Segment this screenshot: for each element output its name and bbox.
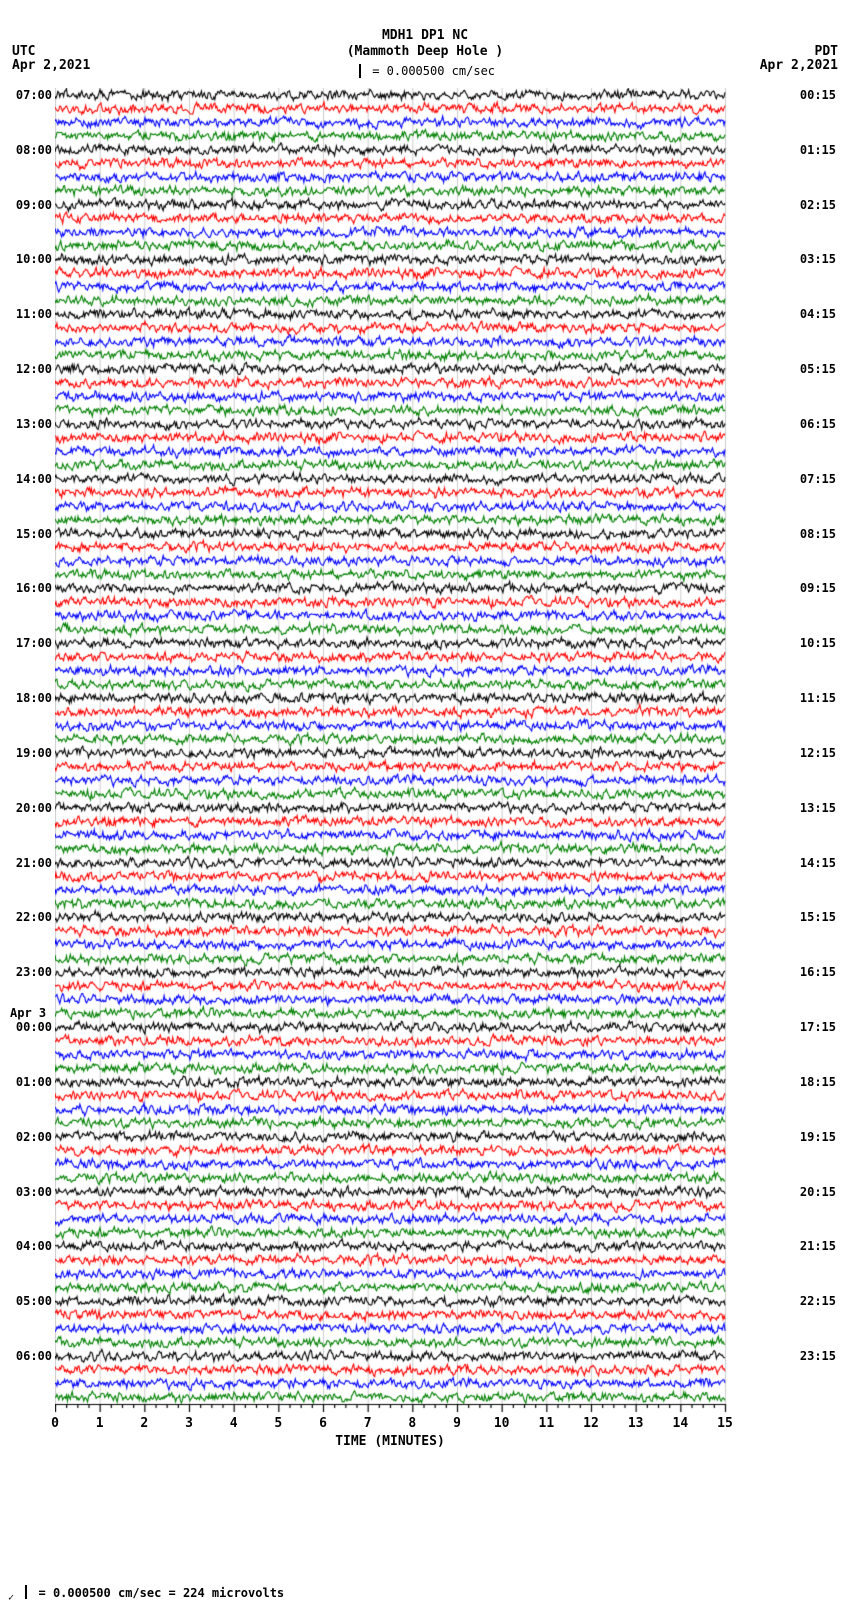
local-time-label: 17:15 <box>800 1020 836 1034</box>
footer-text: = 0.000500 cm/sec = 224 microvolts <box>39 1586 285 1600</box>
utc-time-label: 23:00 <box>8 965 52 979</box>
utc-time-label: 13:00 <box>8 417 52 431</box>
utc-time-label: 22:00 <box>8 910 52 924</box>
utc-time-label: 18:00 <box>8 691 52 705</box>
scale-bar-icon <box>25 1585 27 1599</box>
utc-time-label: 12:00 <box>8 362 52 376</box>
x-tick-label: 9 <box>453 1416 461 1431</box>
scale-indicator: = 0.000500 cm/sec <box>0 64 850 79</box>
local-time-label: 06:15 <box>800 417 836 431</box>
scale-text: = 0.000500 cm/sec <box>372 64 495 78</box>
x-tick-label: 0 <box>51 1416 59 1431</box>
local-time-label: 00:15 <box>800 88 836 102</box>
utc-time-label: 00:00 <box>8 1020 52 1034</box>
local-time-label: 22:15 <box>800 1294 836 1308</box>
local-time-label: 12:15 <box>800 746 836 760</box>
local-time-label: 13:15 <box>800 801 836 815</box>
local-time-label: 18:15 <box>800 1075 836 1089</box>
local-time-label: 09:15 <box>800 581 836 595</box>
local-time-label: 21:15 <box>800 1239 836 1253</box>
utc-time-label: 14:00 <box>8 472 52 486</box>
x-tick-label: 2 <box>140 1416 148 1431</box>
local-time-label: 23:15 <box>800 1349 836 1363</box>
utc-time-label: 17:00 <box>8 636 52 650</box>
helicorder-canvas <box>55 88 727 1434</box>
right-timezone: PDT <box>815 44 838 59</box>
helicorder-container: MDH1 DP1 NC (Mammoth Deep Hole ) = 0.000… <box>0 0 850 1613</box>
local-time-label: 02:15 <box>800 198 836 212</box>
x-axis: 0123456789101112131415 TIME (MINUTES) <box>55 1404 725 1444</box>
local-time-label: 11:15 <box>800 691 836 705</box>
scale-bar-icon <box>359 64 361 78</box>
x-tick-label: 14 <box>673 1416 689 1431</box>
local-time-label: 04:15 <box>800 307 836 321</box>
utc-time-label: 06:00 <box>8 1349 52 1363</box>
x-tick-label: 1 <box>96 1416 104 1431</box>
x-tick-label: 5 <box>274 1416 282 1431</box>
x-axis-label: TIME (MINUTES) <box>55 1434 725 1449</box>
local-time-label: 10:15 <box>800 636 836 650</box>
local-time-label: 19:15 <box>800 1130 836 1144</box>
local-time-label: 07:15 <box>800 472 836 486</box>
utc-time-label: 07:00 <box>8 88 52 102</box>
station-name: (Mammoth Deep Hole ) <box>0 44 850 59</box>
utc-time-label: 19:00 <box>8 746 52 760</box>
x-tick-label: 4 <box>230 1416 238 1431</box>
x-tick-label: 11 <box>539 1416 555 1431</box>
utc-time-label: 15:00 <box>8 527 52 541</box>
station-code: MDH1 DP1 NC <box>0 28 850 43</box>
utc-time-label: 10:00 <box>8 252 52 266</box>
utc-time-label: 01:00 <box>8 1075 52 1089</box>
x-tick-label: 12 <box>583 1416 599 1431</box>
utc-time-label: 08:00 <box>8 143 52 157</box>
left-timezone: UTC <box>12 44 35 59</box>
local-time-label: 08:15 <box>800 527 836 541</box>
utc-time-label: 05:00 <box>8 1294 52 1308</box>
x-tick-label: 6 <box>319 1416 327 1431</box>
local-time-label: 01:15 <box>800 143 836 157</box>
x-tick-label: 10 <box>494 1416 510 1431</box>
utc-time-label: 03:00 <box>8 1185 52 1199</box>
x-tick-label: 7 <box>364 1416 372 1431</box>
right-date: Apr 2,2021 <box>760 58 838 73</box>
local-time-label: 20:15 <box>800 1185 836 1199</box>
utc-time-label: 09:00 <box>8 198 52 212</box>
local-time-label: 14:15 <box>800 856 836 870</box>
local-time-label: 03:15 <box>800 252 836 266</box>
utc-time-label: 02:00 <box>8 1130 52 1144</box>
utc-time-label: 11:00 <box>8 307 52 321</box>
utc-time-label: 21:00 <box>8 856 52 870</box>
x-tick-label: 13 <box>628 1416 644 1431</box>
local-time-label: 16:15 <box>800 965 836 979</box>
utc-time-label: 20:00 <box>8 801 52 815</box>
left-date: Apr 2,2021 <box>12 58 90 73</box>
x-tick-label: 8 <box>408 1416 416 1431</box>
midnight-date-label: Apr 3 <box>10 1006 46 1020</box>
x-tick-label: 15 <box>717 1416 733 1431</box>
utc-time-label: 04:00 <box>8 1239 52 1253</box>
x-tick-label: 3 <box>185 1416 193 1431</box>
utc-time-label: 16:00 <box>8 581 52 595</box>
local-time-label: 15:15 <box>800 910 836 924</box>
local-time-label: 05:15 <box>800 362 836 376</box>
footer-scale: ✓ = 0.000500 cm/sec = 224 microvolts <box>8 1586 284 1603</box>
